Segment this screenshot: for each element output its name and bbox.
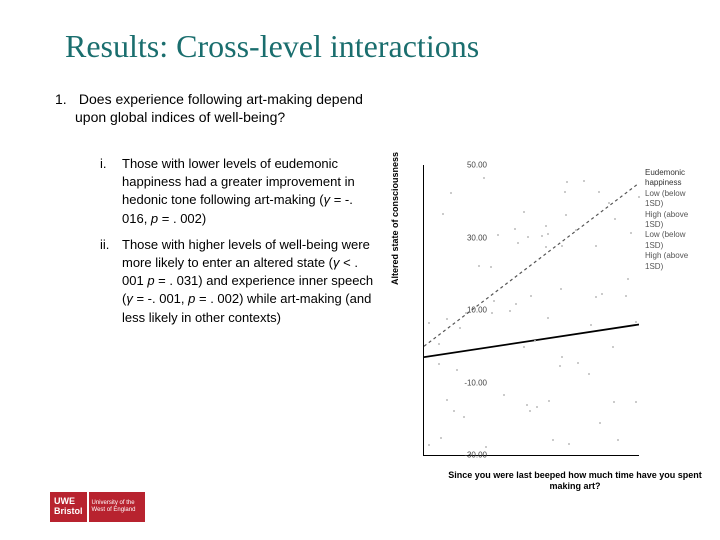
scatter-dot [635,321,637,323]
legend-title: Eudemonic happiness [645,168,705,189]
scatter-dot [446,318,448,320]
y-tick: 30.00 [467,233,487,242]
trend-line [424,325,639,358]
scatter-dot [515,303,517,305]
scatter-dot [490,266,492,268]
question-number: 1. [55,90,75,108]
sub-item-i: i. Those with lower levels of eudemonic … [100,155,375,228]
scatter-dot [638,196,640,198]
scatter-dot [608,202,610,204]
legend-item-3: High (above 1SD) [645,251,705,272]
scatter-dot [548,400,550,402]
scatter-dot [630,232,632,234]
y-tick: -10.00 [464,378,487,387]
scatter-dot [440,437,442,439]
legend: Eudemonic happiness Low (below 1SD) High… [645,168,705,272]
scatter-dot [530,295,532,297]
uwe-logo: UWE Bristol University of the West of En… [50,492,145,522]
question-1: 1. Does experience following art-making … [75,90,375,126]
scatter-dot [438,343,440,345]
chart-region: Altered state of consciousness Eudemonic… [395,160,705,490]
sub-list: i. Those with lower levels of eudemonic … [100,155,375,335]
legend-item-2: Low (below 1SD) [645,230,705,251]
scatter-dot [428,444,430,446]
scatter-dot [497,234,499,236]
scatter-dot [575,229,577,231]
sub-item-ii: ii. Those with higher levels of well-bei… [100,236,375,327]
roman-i: i. [100,155,107,173]
scatter-dot [613,401,615,403]
scatter-dot [577,362,579,364]
logo-sub: University of the West of England [89,492,145,522]
scatter-dot [595,245,597,247]
scatter-dot [588,373,590,375]
scatter-dot [493,300,495,302]
scatter-dot [627,278,629,280]
slide: Results: Cross-level interactions 1. Doe… [0,0,720,540]
legend-item-1: High (above 1SD) [645,210,705,231]
scatter-dot [617,439,619,441]
scatter-dot [509,310,511,312]
y-axis-label: Altered state of consciousness [390,152,400,285]
chart-svg [424,165,639,455]
scatter-dot [491,312,493,314]
legend-item-0: Low (below 1SD) [645,189,705,210]
scatter-dot [526,404,528,406]
logo-main: UWE Bristol [50,492,87,522]
x-axis-label: Since you were last beeped how much time… [445,470,705,492]
item-ii-text: Those with higher levels of well-being w… [122,237,373,325]
scatter-dot [428,322,430,324]
item-i-text: Those with lower levels of eudemonic hap… [122,156,355,226]
scatter-dot [547,317,549,319]
scatter-dot [565,214,567,216]
scatter-dot [561,356,563,358]
question-text: Does experience following art-making dep… [75,91,363,125]
y-tick: -30.00 [464,451,487,460]
trend-line [424,183,639,346]
scatter-dot [446,399,448,401]
scatter-dot [536,406,538,408]
roman-ii: ii. [100,236,109,254]
y-tick: 10.00 [467,306,487,315]
scatter-dot [456,369,458,371]
scatter-dot [612,346,614,348]
scatter-dot [545,246,547,248]
y-tick: 50.00 [467,161,487,170]
scatter-dot [459,327,461,329]
plot-area [423,165,639,456]
slide-title: Results: Cross-level interactions [65,28,479,65]
